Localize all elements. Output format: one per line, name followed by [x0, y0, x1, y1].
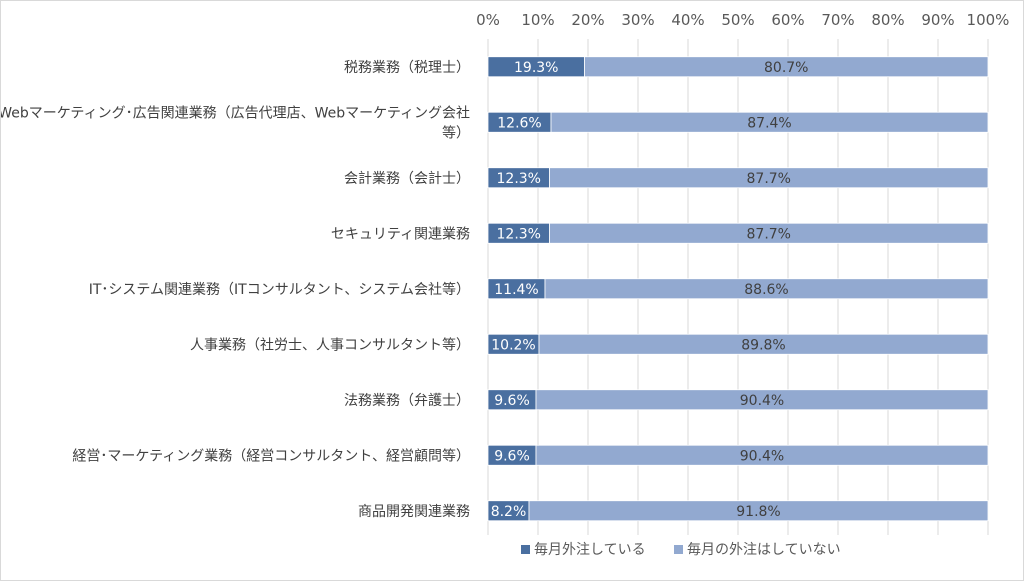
data-label: 80.7%	[764, 60, 808, 76]
legend: 毎月外注している 毎月の外注はしていない	[521, 542, 841, 558]
category-labels: 税務業務（税理士） Webマーケティング･広告関連業務（広告代理店、Webマーケテ…	[1, 60, 470, 520]
data-label: 12.3%	[497, 226, 541, 242]
legend-label: 毎月外注している	[534, 542, 646, 558]
x-tick-label: 0%	[476, 11, 500, 29]
x-tick-label: 50%	[721, 11, 754, 29]
x-tick-label: 10%	[521, 11, 554, 29]
bar-segment	[535, 444, 989, 466]
data-label: 10.2%	[491, 337, 535, 353]
bars	[487, 56, 989, 522]
category-label: 商品開発関連業務	[358, 504, 470, 520]
legend-swatch	[521, 545, 530, 554]
category-label: 人事業務（社労士、人事コンサルタント等）	[190, 336, 470, 353]
data-label: 19.3%	[514, 60, 558, 76]
x-tick-label: 40%	[671, 11, 704, 29]
data-label: 12.3%	[497, 171, 541, 187]
bar-segment	[544, 278, 989, 300]
data-label: 87.7%	[747, 226, 791, 242]
data-labels: 19.3% 80.7% 12.6% 87.4% 12.3% 87.7% 12.3% 87.7%…	[491, 60, 809, 520]
category-label: 等）	[442, 124, 470, 141]
x-tick-label: 20%	[571, 11, 604, 29]
bar-segment	[538, 333, 989, 355]
data-label: 91.8%	[736, 504, 780, 520]
x-tick-label: 80%	[871, 11, 904, 29]
legend-label: 毎月の外注はしていない	[687, 542, 841, 558]
category-label: 経営･マーケティング業務（経営コンサルタント、経営顧問等）	[72, 447, 470, 464]
x-tick-label: 70%	[821, 11, 854, 29]
category-label: 会計業務（会計士）	[344, 171, 470, 187]
data-label: 9.6%	[494, 393, 530, 409]
data-label: 87.4%	[747, 115, 791, 131]
x-tick-label: 30%	[621, 11, 654, 29]
category-label: Webマーケティング･広告関連業務（広告代理店、Webマーケティング会社	[1, 105, 470, 121]
bar-segment	[535, 389, 989, 411]
data-label: 8.2%	[491, 504, 527, 520]
bar-segment	[528, 500, 989, 522]
x-tick-label: 90%	[921, 11, 954, 29]
data-label: 90.4%	[740, 393, 784, 409]
bar-segment	[549, 167, 989, 189]
x-axis-tick-labels: 0% 10% 20% 30% 40% 50% 60% 70% 80% 90% 100%	[476, 11, 1009, 29]
category-label: IT･システム関連業務（ITコンサルタント、システム会社等）	[89, 281, 470, 298]
x-tick-label: 60%	[771, 11, 804, 29]
data-label: 88.6%	[744, 282, 788, 298]
category-label: 法務業務（弁護士）	[344, 393, 470, 409]
bar-segment	[550, 111, 989, 133]
legend-swatch	[674, 545, 683, 554]
category-label: 税務業務（税理士）	[344, 60, 470, 76]
x-tick-label: 100%	[967, 11, 1010, 29]
data-label: 87.7%	[747, 171, 791, 187]
data-label: 9.6%	[494, 448, 530, 464]
bar-segment	[584, 56, 989, 78]
data-label: 12.6%	[497, 115, 541, 131]
data-label: 11.4%	[494, 282, 538, 298]
category-label: セキュリティ関連業務	[331, 226, 470, 242]
bar-segment	[549, 222, 989, 244]
data-label: 89.8%	[741, 337, 785, 353]
data-label: 90.4%	[740, 448, 784, 464]
